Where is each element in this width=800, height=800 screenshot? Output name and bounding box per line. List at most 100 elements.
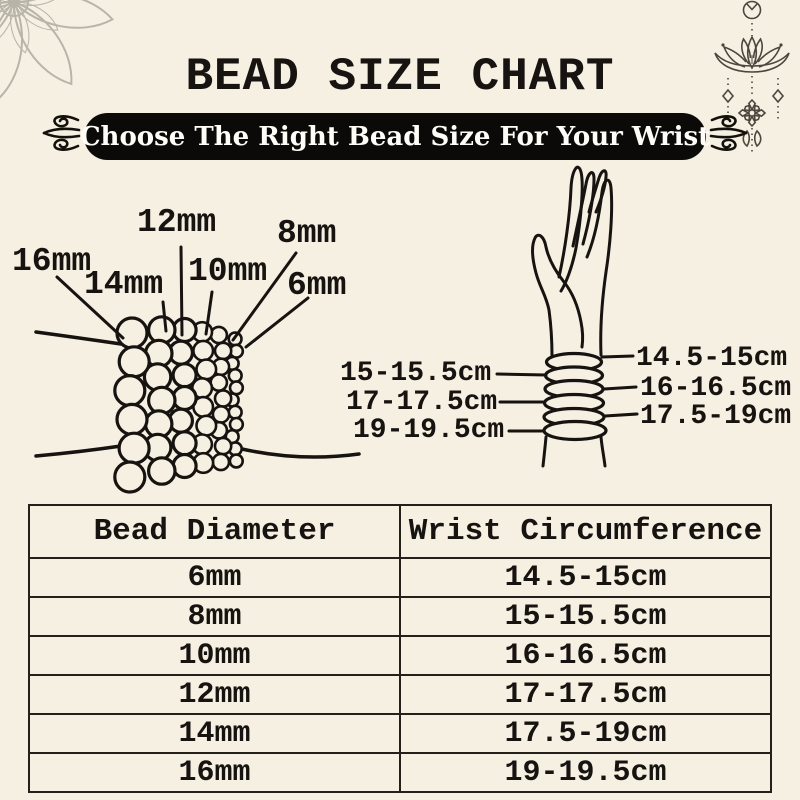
banner-ornament-left-icon bbox=[42, 115, 81, 151]
bead bbox=[224, 392, 240, 408]
table-header-wrist-circumference: Wrist Circumference bbox=[399, 504, 772, 559]
wrist-label-left-1: 15-15.5cm bbox=[340, 358, 492, 389]
table-cell: 15-15.5cm bbox=[399, 596, 772, 637]
bead bbox=[117, 431, 151, 465]
table-cell: 17-17.5cm bbox=[399, 674, 772, 715]
size-table: Bead Diameter Wrist Circumference 6mm 14.… bbox=[28, 504, 772, 793]
bead bbox=[228, 343, 245, 359]
bead bbox=[228, 380, 245, 396]
mandala-petal bbox=[4, 0, 41, 4]
bead bbox=[227, 367, 243, 384]
mandala-petal bbox=[12, 0, 115, 29]
bead bbox=[167, 339, 194, 366]
bead bbox=[117, 345, 151, 379]
table-cell: 10mm bbox=[28, 635, 401, 676]
bead bbox=[147, 385, 177, 416]
table-row: 14mm 17.5-19cm bbox=[28, 713, 772, 754]
bracelet-stack bbox=[542, 351, 608, 442]
bead-size-label-6mm: 6mm bbox=[287, 267, 347, 304]
table-cell: 8mm bbox=[28, 596, 401, 637]
table-header-bead-diameter: Bead Diameter bbox=[28, 504, 401, 559]
wrist-label-right-3: 17.5-19cm bbox=[640, 401, 792, 432]
bead bbox=[147, 315, 177, 345]
mandala-petal bbox=[12, 0, 98, 4]
bead bbox=[192, 451, 215, 475]
wrist-label-left-3: 19-19.5cm bbox=[353, 415, 505, 446]
bead-size-label-10mm: 10mm bbox=[188, 253, 268, 290]
mandala-petal bbox=[0, 0, 18, 3]
arm-lines bbox=[34, 330, 361, 459]
bead bbox=[171, 452, 198, 480]
mandala-petal bbox=[0, 0, 15, 18]
table-cell: 19-19.5cm bbox=[399, 752, 772, 793]
page-title: BEAD SIZE CHART bbox=[185, 51, 615, 103]
wrist-label-left-2: 17-17.5cm bbox=[346, 387, 498, 418]
star-center bbox=[747, 108, 757, 118]
table-cell: 6mm bbox=[28, 557, 401, 598]
bead bbox=[144, 338, 174, 369]
table-row: 12mm 17-17.5cm bbox=[28, 674, 772, 715]
bead bbox=[115, 402, 149, 436]
bead bbox=[227, 404, 243, 420]
mandala-petal bbox=[0, 0, 16, 4]
bead bbox=[209, 420, 229, 440]
table-row: 10mm 16-16.5cm bbox=[28, 635, 772, 676]
star-petal bbox=[747, 114, 757, 128]
bead bbox=[142, 432, 173, 463]
star-petal bbox=[743, 114, 751, 122]
bead bbox=[224, 355, 240, 372]
star-petal bbox=[737, 108, 751, 118]
wrist-label-right-2: 16-16.5cm bbox=[640, 373, 792, 404]
mandala-petal bbox=[0, 1, 15, 47]
hand-illustration bbox=[495, 165, 639, 468]
bead bbox=[142, 362, 173, 392]
bead-size-label-8mm: 8mm bbox=[277, 215, 337, 252]
star-petal bbox=[753, 108, 767, 118]
bead-size-label-12mm: 12mm bbox=[137, 204, 217, 241]
bead bbox=[195, 414, 218, 437]
bead bbox=[192, 395, 215, 419]
bead bbox=[209, 373, 229, 393]
bead bbox=[228, 453, 245, 469]
bead bbox=[167, 407, 194, 434]
bead bbox=[211, 357, 231, 377]
banner-ornament-right-icon bbox=[709, 115, 748, 151]
bead bbox=[227, 441, 244, 457]
bead-size-label-14mm: 14mm bbox=[84, 266, 164, 303]
bead bbox=[191, 433, 214, 456]
bead bbox=[171, 430, 198, 457]
star-petal bbox=[743, 104, 751, 112]
table-header-row: Bead Diameter Wrist Circumference bbox=[28, 504, 772, 559]
table-row: 6mm 14.5-15cm bbox=[28, 557, 772, 598]
mandala-petal bbox=[13, 0, 43, 3]
table-cell: 14.5-15cm bbox=[399, 557, 772, 598]
bead bbox=[171, 384, 198, 412]
mandala-petal bbox=[13, 0, 66, 6]
bead bbox=[228, 416, 245, 433]
bead-size-label-16mm: 16mm bbox=[12, 243, 92, 280]
bead bbox=[211, 452, 231, 472]
star-petal bbox=[753, 104, 761, 112]
bead-strands bbox=[113, 315, 245, 494]
bead bbox=[211, 404, 231, 424]
bead bbox=[224, 428, 240, 445]
bead bbox=[213, 436, 233, 456]
table-cell: 14mm bbox=[28, 713, 401, 754]
bead bbox=[113, 460, 147, 494]
bead bbox=[191, 320, 214, 344]
table-cell: 16mm bbox=[28, 752, 401, 793]
bead bbox=[191, 377, 214, 400]
mandala-petal bbox=[0, 0, 16, 12]
banner-pill: Choose The Right Bead Size For Your Wris… bbox=[80, 113, 710, 160]
star-petal bbox=[747, 98, 757, 112]
bead bbox=[227, 331, 243, 347]
banner-text: Choose The Right Bead Size For Your Wris… bbox=[79, 121, 711, 152]
table-cell: 16-16.5cm bbox=[399, 635, 772, 676]
wrist-leader-lines bbox=[495, 354, 639, 433]
table-cell: 12mm bbox=[28, 674, 401, 715]
wrist-label-right-1: 14.5-15cm bbox=[636, 343, 788, 374]
bead bbox=[213, 389, 233, 408]
mandala-petal bbox=[13, 1, 59, 31]
mandala-petal bbox=[10, 1, 30, 54]
